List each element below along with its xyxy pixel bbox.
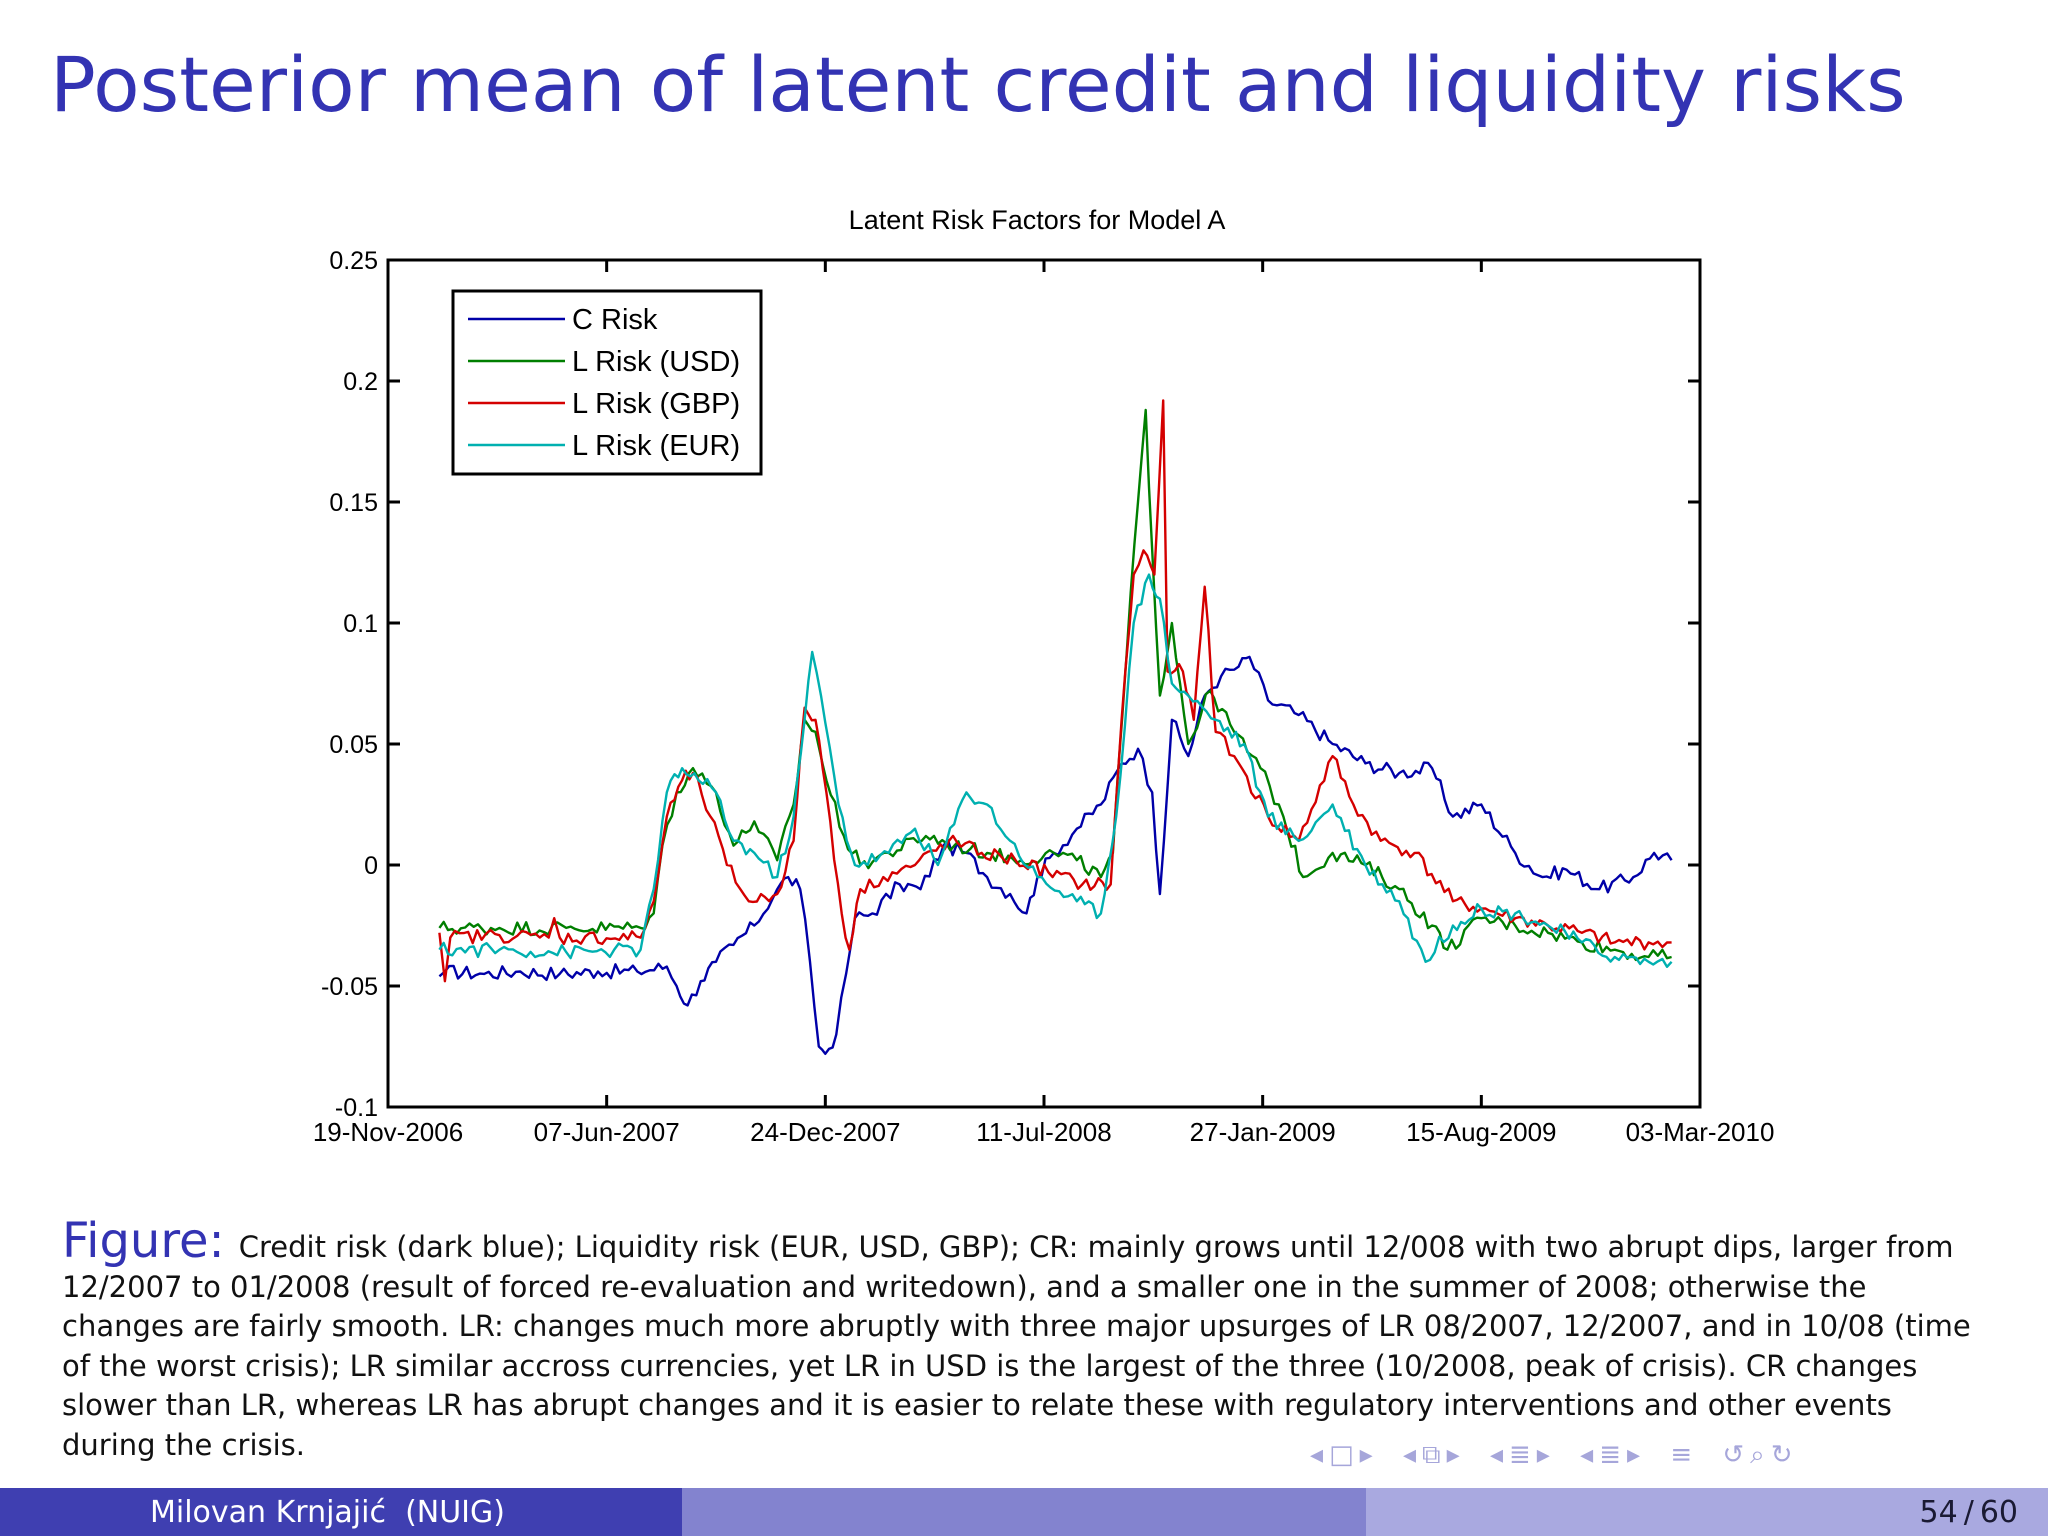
nav-next-subsection-icon[interactable]: ▸ bbox=[1446, 1440, 1460, 1470]
legend-label: L Risk (EUR) bbox=[572, 430, 740, 462]
y-tick-label: 0.2 bbox=[343, 368, 378, 396]
caption-label: Figure: bbox=[62, 1213, 225, 1269]
nav-prev-subsection-icon[interactable]: ◂ bbox=[1402, 1440, 1417, 1470]
x-tick-label: 27-Jan-2009 bbox=[1190, 1117, 1336, 1147]
footer-page-block: 54/60 bbox=[1366, 1488, 2048, 1536]
legend-label: C Risk bbox=[572, 304, 658, 336]
nav-prev-document-icon[interactable]: ◂ bbox=[1580, 1440, 1594, 1470]
page-number: 54 bbox=[1919, 1494, 1958, 1530]
y-tick-label: -0.1 bbox=[335, 1094, 378, 1122]
series-line-l-risk-gbp bbox=[438, 399, 1672, 983]
series-line-c-risk bbox=[438, 655, 1673, 1055]
nav-section-icon[interactable]: ≣ bbox=[1509, 1440, 1531, 1470]
footer-author-block: Milovan Krnjajić (NUIG) bbox=[0, 1488, 682, 1536]
footer-institution: (NUIG) bbox=[405, 1494, 505, 1530]
y-tick-label: 0.1 bbox=[343, 610, 378, 638]
footer-bar: Milovan Krnjajić (NUIG) 54/60 bbox=[0, 1488, 2048, 1536]
legend-label: L Risk (GBP) bbox=[572, 388, 740, 420]
series-line-l-risk-usd bbox=[438, 408, 1672, 962]
x-tick-label: 24-Dec-2007 bbox=[750, 1117, 900, 1147]
nav-search-icon[interactable]: ⌕ bbox=[1750, 1440, 1765, 1470]
beamer-navigation: ◂ □ ▸ ◂ ⧉ ▸ ◂ ≣ ▸ ◂ ≣ ▸ ≡ ↺ ⌕ ↻ bbox=[1310, 1440, 2040, 1472]
slide-title: Posterior mean of latent credit and liqu… bbox=[50, 40, 1906, 129]
tick-layer: 0.25 0.2 0.15 0.1 0.05 0 -0.05 -0.119-Nov-2006 0… bbox=[313, 247, 1775, 1147]
page-separator: / bbox=[1963, 1494, 1974, 1530]
y-tick-label: 0 bbox=[364, 852, 378, 880]
nav-back-icon[interactable]: ↺ bbox=[1722, 1440, 1745, 1470]
chart-legend: C Risk L Risk (USD) L Risk (GBP) L Risk (EU… bbox=[451, 289, 763, 476]
chart-title: Latent Risk Factors for Model A bbox=[849, 205, 1226, 235]
x-tick-label: 15-Aug-2009 bbox=[1406, 1117, 1556, 1147]
y-tick-label: 0.05 bbox=[329, 731, 378, 759]
x-tick-label: 07-Jun-2007 bbox=[534, 1117, 680, 1147]
latent-risk-chart: Latent Risk Factors for Model A 0.250.20… bbox=[313, 205, 1775, 1147]
nav-subsection-icon[interactable]: ⧉ bbox=[1422, 1440, 1441, 1470]
nav-next-section-icon[interactable]: ▸ bbox=[1536, 1440, 1550, 1470]
footer-author: Milovan Krnjajić bbox=[150, 1494, 386, 1530]
nav-next-document-icon[interactable]: ▸ bbox=[1626, 1440, 1641, 1470]
footer-title-block bbox=[682, 1488, 1366, 1536]
series-layer bbox=[438, 399, 1673, 1055]
nav-next-frame-icon[interactable]: ▸ bbox=[1359, 1440, 1373, 1470]
page-total: 60 bbox=[1979, 1494, 2018, 1530]
y-tick-label: 0.25 bbox=[329, 247, 378, 275]
x-tick-label: 19-Nov-2006 bbox=[313, 1117, 463, 1147]
figure-caption: Figure: Credit risk (dark blue); Liquidit… bbox=[62, 1217, 1982, 1465]
legend-box bbox=[451, 289, 763, 476]
nav-align-icon[interactable]: ≡ bbox=[1670, 1440, 1693, 1470]
y-tick-label: 0.15 bbox=[329, 489, 378, 517]
nav-forward-icon[interactable]: ↻ bbox=[1770, 1440, 1793, 1470]
nav-prev-section-icon[interactable]: ◂ bbox=[1489, 1440, 1503, 1470]
series-line-l-risk-eur bbox=[438, 573, 1673, 968]
nav-frame-icon[interactable]: □ bbox=[1329, 1440, 1354, 1470]
x-tick-label: 11-Jul-2008 bbox=[976, 1117, 1111, 1147]
legend-label: L Risk (USD) bbox=[572, 346, 740, 378]
nav-document-icon[interactable]: ≣ bbox=[1599, 1440, 1621, 1470]
nav-prev-frame-icon[interactable]: ◂ bbox=[1310, 1440, 1324, 1470]
y-tick-label: -0.05 bbox=[321, 973, 378, 1001]
caption-text: Credit risk (dark blue); Liquidity risk … bbox=[62, 1230, 1971, 1462]
x-tick-label: 03-Mar-2010 bbox=[1626, 1117, 1775, 1147]
